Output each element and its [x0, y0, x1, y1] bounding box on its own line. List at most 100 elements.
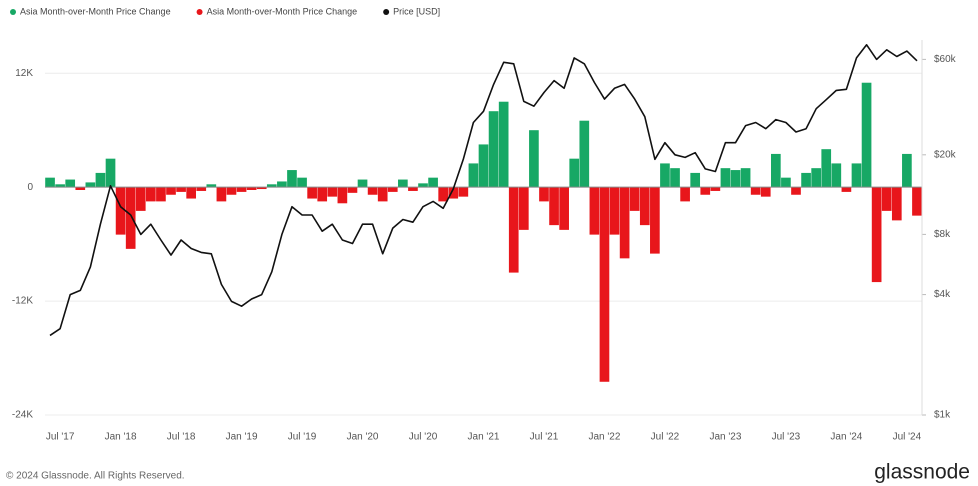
bar	[770, 153, 781, 188]
bar	[377, 187, 388, 202]
bar	[85, 182, 96, 188]
x-tick-label: Jul '21	[530, 432, 559, 443]
bar	[266, 184, 277, 188]
bar	[135, 187, 146, 211]
x-tick-label: Jul '24	[893, 432, 922, 443]
copyright: © 2024 Glassnode. All Rights Reserved.	[6, 471, 185, 482]
bar	[246, 187, 257, 190]
legend: Asia Month-over-Month Price Change Asia M…	[10, 6, 440, 16]
bar	[478, 144, 489, 188]
bar	[750, 187, 761, 195]
bar	[579, 120, 590, 188]
bar	[357, 179, 368, 188]
bar	[650, 187, 660, 254]
bar	[458, 187, 469, 197]
y2-tick-label: $4k	[934, 289, 951, 300]
x-tick-label: Jul '22	[651, 432, 680, 443]
bar	[115, 187, 126, 235]
bar	[156, 187, 166, 202]
bar	[639, 187, 650, 226]
bar	[760, 187, 771, 197]
bar	[367, 187, 378, 195]
bar	[226, 187, 237, 195]
bar	[438, 187, 449, 202]
y2-tick-label: $8k	[934, 229, 951, 240]
bar	[448, 187, 459, 199]
bar	[196, 187, 207, 191]
x-tick-label: Jan '19	[226, 432, 258, 443]
bar	[881, 187, 892, 211]
bar	[508, 187, 519, 273]
bar	[55, 184, 65, 188]
x-tick-label: Jan '20	[347, 432, 379, 443]
bar	[45, 177, 55, 188]
bar	[297, 177, 307, 188]
bar	[287, 170, 297, 188]
bar	[851, 163, 862, 188]
bar	[720, 168, 731, 188]
bar	[680, 187, 690, 202]
y2-tick-label: $60k	[934, 54, 957, 65]
y-tick-label: -24K	[12, 410, 33, 421]
bar	[599, 187, 610, 382]
x-tick-label: Jul '18	[167, 432, 196, 443]
bar	[216, 187, 227, 202]
bar	[529, 130, 539, 188]
bar	[146, 187, 156, 202]
bar	[781, 177, 791, 188]
bar	[317, 187, 328, 202]
bar	[549, 187, 559, 226]
bar	[408, 187, 418, 191]
bar	[166, 187, 176, 195]
bar	[710, 187, 721, 191]
legend-marker	[10, 9, 16, 15]
legend-marker	[196, 9, 203, 15]
bar	[65, 179, 76, 188]
bar	[569, 158, 580, 188]
bar	[821, 149, 832, 188]
x-tick-label: Jul '23	[772, 432, 801, 443]
x-tick-label: Jul '17	[46, 432, 75, 443]
y-tick-label: -12K	[12, 296, 33, 307]
bar	[912, 187, 922, 216]
bar	[488, 111, 499, 188]
bar	[660, 163, 670, 188]
price-line	[49, 44, 918, 337]
bar	[801, 172, 811, 188]
bar	[418, 183, 428, 188]
y2-tick-label: $20k	[934, 149, 957, 160]
x-tick-label: Jan '22	[588, 432, 620, 443]
bar	[428, 177, 438, 188]
bar	[236, 187, 247, 192]
bar	[277, 181, 287, 188]
bar	[670, 168, 680, 188]
brand-logo: glassnode	[874, 461, 970, 484]
bar	[206, 184, 217, 188]
bar	[498, 101, 509, 188]
legend-label: Asia Month-over-Month Price Change	[20, 6, 171, 16]
bar	[125, 187, 136, 249]
bar	[105, 158, 116, 188]
bar	[841, 187, 852, 192]
x-tick-label: Jan '21	[468, 432, 500, 443]
bar	[518, 187, 529, 230]
bar	[589, 187, 600, 235]
x-tick-label: Jan '24	[830, 432, 862, 443]
bar	[256, 187, 267, 190]
bar	[700, 187, 711, 195]
x-tick-label: Jan '18	[105, 432, 137, 443]
legend-label: Asia Month-over-Month Price Change	[207, 6, 358, 16]
bar	[539, 187, 549, 202]
bar	[861, 82, 872, 188]
bar	[730, 170, 741, 188]
x-tick-label: Jul '19	[288, 432, 317, 443]
bar	[176, 187, 186, 192]
y-tick-label: 12K	[15, 68, 33, 79]
bar	[307, 187, 317, 199]
bar	[690, 172, 701, 188]
bar	[811, 168, 821, 188]
bar	[629, 187, 640, 211]
bar	[609, 187, 620, 235]
bar	[791, 187, 801, 195]
